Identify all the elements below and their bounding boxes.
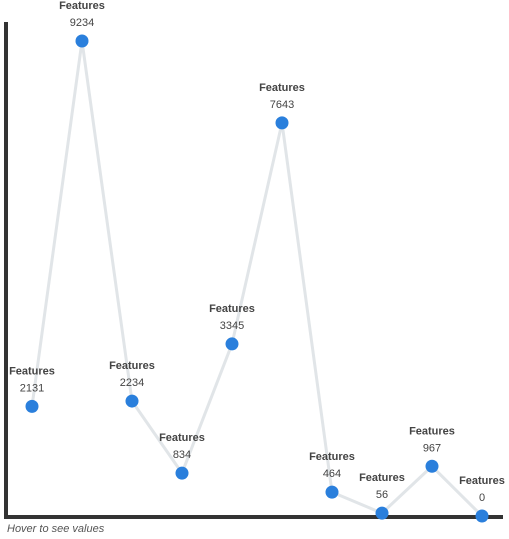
data-label-series-name: Features (459, 475, 505, 487)
data-point[interactable] (325, 485, 339, 499)
series-line-segment (180, 342, 234, 475)
data-label-value: 2234 (120, 377, 144, 389)
data-point[interactable] (275, 116, 289, 130)
data-label-value: 2131 (20, 382, 44, 394)
data-point[interactable] (375, 506, 389, 520)
chart-axes (4, 22, 503, 519)
data-label-series-name: Features (359, 472, 405, 484)
hover-hint: Hover to see values (7, 523, 105, 535)
data-label-value: 9234 (70, 17, 94, 29)
data-label-series-name: Features (109, 360, 155, 372)
data-label-series-name: Features (409, 425, 455, 437)
series-line-segment (330, 490, 384, 515)
data-point[interactable] (475, 509, 489, 523)
data-label-value: 7643 (270, 99, 294, 111)
series-line-segment (130, 399, 184, 475)
data-label-series-name: Features (159, 432, 205, 444)
data-label-value: 464 (323, 468, 341, 480)
data-label-value: 3345 (220, 320, 244, 332)
series-line-segment (230, 121, 284, 346)
series-line-segment (80, 39, 134, 403)
series-line-segment (30, 39, 84, 408)
data-label-value: 967 (423, 442, 441, 454)
series-lines (30, 39, 484, 518)
data-point[interactable] (125, 394, 139, 408)
data-point[interactable] (25, 399, 39, 413)
data-label-value: 0 (479, 492, 485, 504)
data-label-value: 56 (376, 489, 388, 501)
data-point[interactable] (175, 466, 189, 480)
series-points[interactable] (25, 34, 489, 523)
series-line-segment (430, 464, 484, 518)
data-label-value: 834 (173, 449, 191, 461)
data-label-series-name: Features (309, 451, 355, 463)
series-line-segment (280, 121, 334, 494)
series-line-segment (380, 464, 434, 515)
data-label-series-name: Features (259, 82, 305, 94)
data-labels: Features 2131 Features 9234 Features 2234 Feat… (9, 0, 505, 504)
data-point[interactable] (75, 34, 89, 48)
data-point[interactable] (425, 459, 439, 473)
data-label-series-name: Features (9, 365, 55, 377)
data-label-series-name: Features (59, 0, 105, 12)
data-point[interactable] (225, 337, 239, 351)
data-label-series-name: Features (209, 303, 255, 315)
